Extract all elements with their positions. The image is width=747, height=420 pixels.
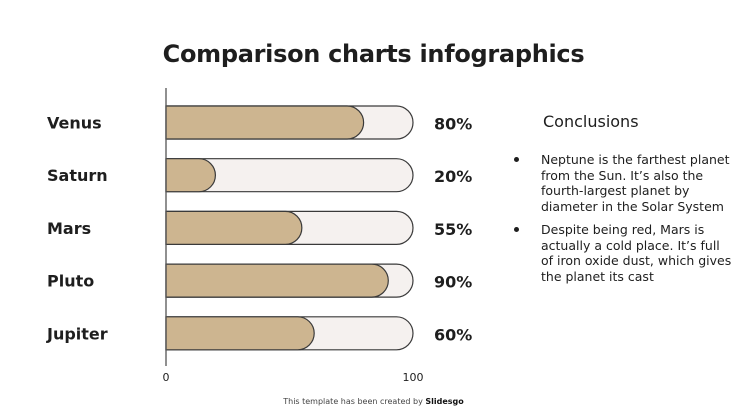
category-label: Jupiter <box>46 324 108 343</box>
bar-fill-mars <box>165 210 303 245</box>
bar-fill-jupiter <box>165 316 315 351</box>
bullet-icon <box>514 227 519 232</box>
bar-fill-pluto <box>165 263 389 298</box>
conclusions-list: Neptune is the farthest planet from the … <box>514 152 734 292</box>
category-label: Saturn <box>47 166 108 185</box>
bar-track <box>165 158 414 193</box>
category-label: Mars <box>47 219 91 238</box>
bullet-icon <box>514 157 519 162</box>
bar-fill-saturn <box>165 158 216 193</box>
value-label: 55% <box>434 220 472 239</box>
page-title: Comparison charts infographics <box>162 40 585 68</box>
category-label: Pluto <box>47 272 94 291</box>
value-label: 60% <box>434 325 472 344</box>
category-label: Venus <box>47 114 102 133</box>
value-label: 80% <box>434 115 472 134</box>
value-label: 20% <box>434 167 472 186</box>
conclusion-item: Despite being red, Mars is actually a co… <box>514 222 734 284</box>
conclusion-item: Neptune is the farthest planet from the … <box>514 152 734 214</box>
x-tick-label: 100 <box>403 371 424 384</box>
value-label: 90% <box>434 273 472 292</box>
footer-credit: This template has been created by Slides… <box>283 397 464 406</box>
x-tick-label: 0 <box>163 371 170 384</box>
conclusions-title: Conclusions <box>543 112 639 131</box>
bar-fill-venus <box>165 105 365 140</box>
